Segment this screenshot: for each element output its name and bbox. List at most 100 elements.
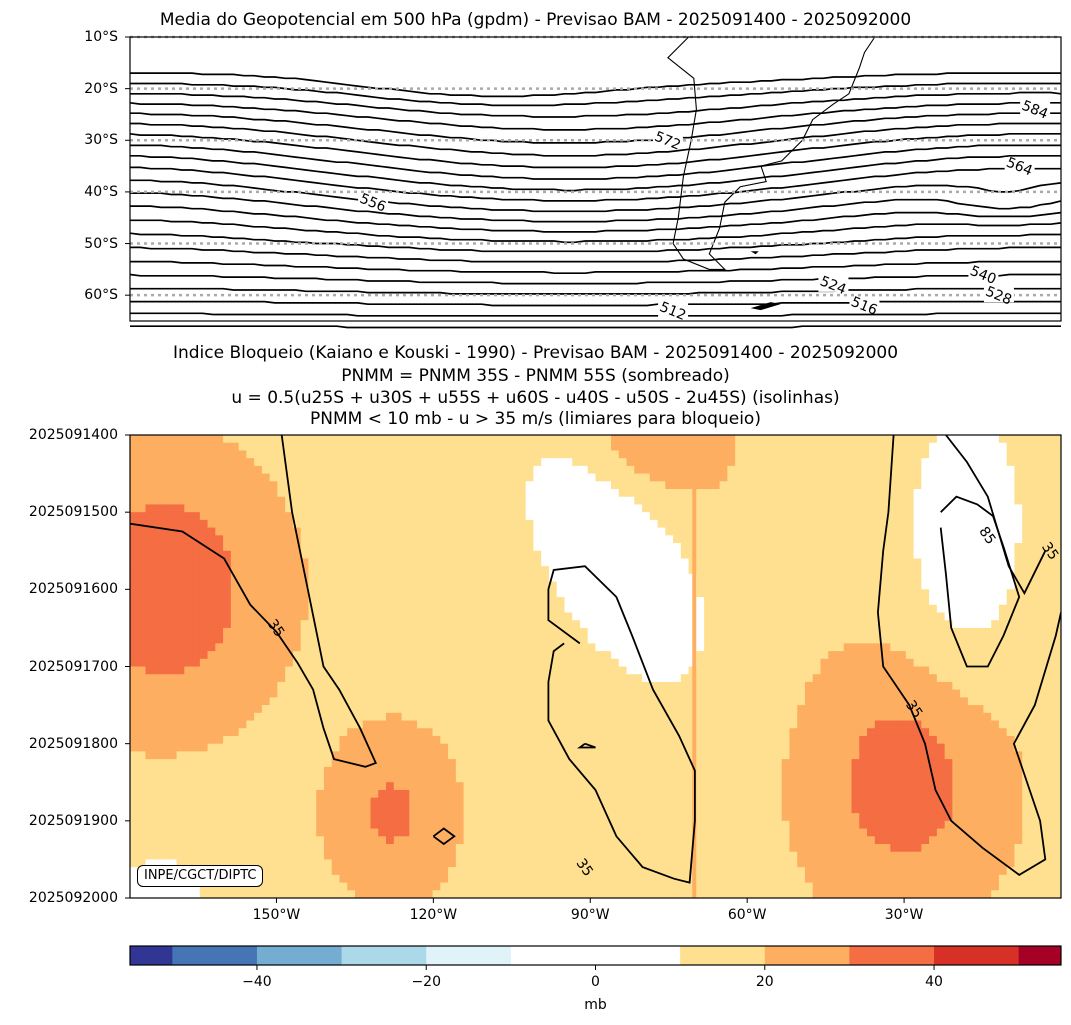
pnmm-cell: [409, 643, 417, 651]
pnmm-cell: [184, 659, 192, 667]
pnmm-cell: [246, 574, 254, 582]
pnmm-cell: [339, 535, 347, 543]
pnmm-cell: [208, 605, 216, 613]
pnmm-cell: [231, 605, 239, 613]
pnmm-cell: [627, 612, 635, 620]
pnmm-cell: [184, 497, 192, 505]
pnmm-cell: [479, 852, 487, 860]
pnmm-cell: [743, 813, 751, 821]
pnmm-cell: [293, 481, 301, 489]
pnmm-cell: [192, 659, 200, 667]
pnmm-cell: [479, 589, 487, 597]
pnmm-cell: [355, 474, 363, 482]
pnmm-cell: [161, 697, 169, 705]
pnmm-cell: [510, 612, 518, 620]
pnmm-cell: [161, 844, 169, 852]
pnmm-cell: [549, 504, 557, 512]
pnmm-cell: [634, 520, 642, 528]
pnmm-cell: [177, 775, 185, 783]
pnmm-cell: [611, 605, 619, 613]
pnmm-cell: [301, 852, 309, 860]
pnmm-cell: [208, 481, 216, 489]
pnmm-cell: [363, 844, 371, 852]
pnmm-cell: [417, 558, 425, 566]
pnmm-cell: [208, 504, 216, 512]
pnmm-cell: [611, 566, 619, 574]
pnmm-cell: [138, 458, 146, 466]
pnmm-cell: [518, 721, 526, 729]
pnmm-cell: [696, 589, 704, 597]
pnmm-cell: [634, 551, 642, 559]
pnmm-cell: [619, 481, 627, 489]
pnmm-cell: [339, 875, 347, 883]
pnmm-cell: [743, 844, 751, 852]
pnmm-cell: [371, 597, 379, 605]
pnmm-cell: [440, 682, 448, 690]
pnmm-cell: [572, 535, 580, 543]
pnmm-cell: [425, 890, 433, 898]
pnmm-cell: [417, 728, 425, 736]
pnmm-cell: [386, 736, 394, 744]
pnmm-cell: [223, 651, 231, 659]
pnmm-cell: [735, 821, 743, 829]
pnmm-cell: [433, 875, 441, 883]
pnmm-cell: [487, 690, 495, 698]
pnmm-cell: [549, 636, 557, 644]
pnmm-cell: [487, 736, 495, 744]
pnmm-cell: [619, 543, 627, 551]
pnmm-cell: [603, 458, 611, 466]
pnmm-cell: [518, 875, 526, 883]
pnmm-cell: [642, 497, 650, 505]
pnmm-cell: [448, 605, 456, 613]
pnmm-cell: [448, 859, 456, 867]
pnmm-cell: [347, 543, 355, 551]
pnmm-cell: [479, 744, 487, 752]
pnmm-cell: [394, 497, 402, 505]
pnmm-cell: [293, 582, 301, 590]
pnmm-cell: [200, 628, 208, 636]
pnmm-cell: [727, 605, 735, 613]
pnmm-cell: [277, 759, 285, 767]
pnmm-cell: [564, 721, 572, 729]
pnmm-cell: [502, 759, 510, 767]
pnmm-cell: [526, 883, 534, 891]
pnmm-cell: [650, 636, 658, 644]
pnmm-cell: [402, 682, 410, 690]
pnmm-cell: [743, 705, 751, 713]
pnmm-cell: [642, 736, 650, 744]
pnmm-cell: [254, 528, 262, 536]
pnmm-cell: [355, 751, 363, 759]
pnmm-cell: [409, 636, 417, 644]
pnmm-cell: [246, 805, 254, 813]
pnmm-cell: [720, 605, 728, 613]
pnmm-cell: [208, 844, 216, 852]
pnmm-cell: [526, 890, 534, 898]
pnmm-cell: [564, 520, 572, 528]
pnmm-cell: [743, 474, 751, 482]
pnmm-cell: [433, 497, 441, 505]
pnmm-cell: [588, 790, 596, 798]
pnmm-cell: [502, 790, 510, 798]
pnmm-cell: [557, 713, 565, 721]
pnmm-cell: [146, 667, 154, 675]
pnmm-cell: [704, 443, 712, 451]
pnmm-cell: [627, 474, 635, 482]
pnmm-cell: [650, 782, 658, 790]
pnmm-cell: [386, 674, 394, 682]
pnmm-cell: [277, 497, 285, 505]
pnmm-cell: [665, 574, 673, 582]
pnmm-cell: [308, 582, 316, 590]
pnmm-cell: [611, 574, 619, 582]
pnmm-cell: [487, 713, 495, 721]
pnmm-cell: [332, 736, 340, 744]
pnmm-cell: [564, 643, 572, 651]
pnmm-cell: [665, 435, 673, 443]
pnmm-cell: [270, 458, 278, 466]
pnmm-cell: [712, 497, 720, 505]
pnmm-cell: [766, 520, 774, 528]
pnmm-cell: [665, 836, 673, 844]
pnmm-cell: [696, 582, 704, 590]
pnmm-cell: [596, 489, 604, 497]
pnmm-cell: [704, 589, 712, 597]
pnmm-cell: [456, 690, 464, 698]
